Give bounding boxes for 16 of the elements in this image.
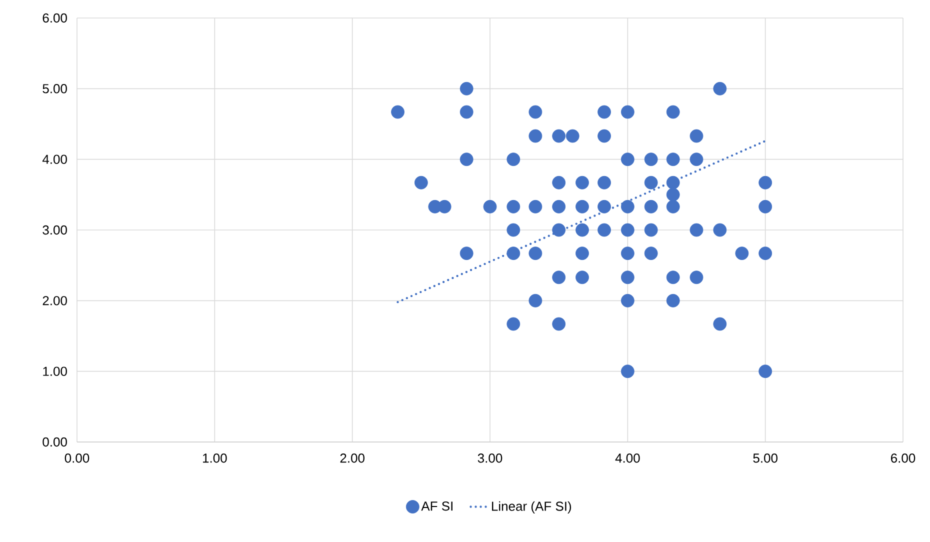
y-tick-label: 1.00 <box>43 366 67 376</box>
y-tick-label: 5.00 <box>42 84 67 94</box>
x-tick-label: 6.00 <box>891 454 916 463</box>
x-tick-label: 0.00 <box>64 454 90 463</box>
x-tick-label: 4.00 <box>615 454 640 463</box>
y-tick-label: 6.00 <box>42 13 67 23</box>
y-tick-label: 0.00 <box>42 437 67 447</box>
x-tick-label: 1.00 <box>203 454 227 463</box>
x-tick-label: 3.00 <box>478 454 502 463</box>
x-tick-label: 2.00 <box>340 454 364 463</box>
y-tick-label: 4.00 <box>42 154 67 164</box>
legend-label: AF SI <box>421 501 452 511</box>
x-tick-label: 5.00 <box>753 454 778 463</box>
legend-label: Linear (AF SI) <box>492 501 572 514</box>
y-tick-label: 3.00 <box>42 225 67 235</box>
y-tick-label: 2.00 <box>42 296 67 306</box>
